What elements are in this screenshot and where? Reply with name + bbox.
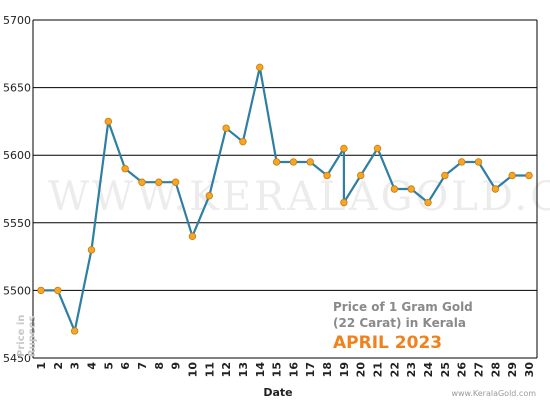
data-point-18 <box>323 171 331 180</box>
x-tick-26: 26 <box>456 362 469 378</box>
data-point-31 <box>525 171 533 180</box>
x-tick-labels: 1 2 3 4 5 6 7 8 9 10 11 12 13 14 15 16 17 18 19 20 21 22 23 24 2… <box>35 362 536 378</box>
y-tick-5550: 5550 <box>3 217 31 230</box>
data-point-20 <box>340 198 348 207</box>
data-point-30 <box>508 171 516 180</box>
data-point-29 <box>491 185 500 193</box>
data-point-5 <box>104 117 113 126</box>
chart-period: APRIL 2023 <box>333 333 442 353</box>
y-tick-labels: 5450 5500 5550 5600 5650 5700 <box>3 14 31 365</box>
data-point-22 <box>373 144 382 153</box>
data-point-11 <box>205 192 213 200</box>
data-point-8 <box>155 178 163 186</box>
data-point-23 <box>390 185 399 193</box>
data-points <box>37 63 533 335</box>
x-axis-label: Date <box>263 386 292 399</box>
y-tick-5450: 5450 <box>3 352 31 365</box>
data-point-14 <box>256 63 264 72</box>
x-tick-19: 19 <box>338 362 351 377</box>
chart-title: Price of 1 Gram Gold <box>333 300 473 314</box>
data-point-10 <box>188 232 197 241</box>
chart-subtitle: (22 Carat) in Kerala <box>333 316 466 330</box>
x-tick-28: 28 <box>489 362 502 377</box>
x-tick-23: 23 <box>405 362 418 377</box>
x-tick-13: 13 <box>237 362 250 377</box>
x-tick-1: 1 <box>35 362 48 370</box>
data-point-13 <box>239 137 247 146</box>
y-axis-label-line-2: Rupees <box>27 315 38 357</box>
data-point-21 <box>357 171 365 180</box>
data-point-6 <box>121 165 129 173</box>
x-tick-27: 27 <box>473 362 486 377</box>
x-tick-21: 21 <box>372 362 385 377</box>
data-point-24 <box>407 185 415 193</box>
gridlines <box>32 19 538 359</box>
data-point-9 <box>171 178 180 186</box>
x-tick-2: 2 <box>52 362 65 370</box>
watermark: WWW.KERALAGOLD.COM <box>48 174 550 220</box>
y-tick-5500: 5500 <box>3 284 31 297</box>
data-point-19 <box>340 144 348 153</box>
y-axis-label: Price in Rupees <box>16 311 38 357</box>
x-tick-16: 16 <box>287 362 300 378</box>
x-tick-17: 17 <box>304 362 317 377</box>
data-point-1 <box>37 286 45 295</box>
data-point-25 <box>424 198 432 207</box>
y-axis-label-line-1: Price in <box>16 315 27 357</box>
data-point-12 <box>222 124 230 132</box>
x-tick-14: 14 <box>254 362 267 378</box>
y-tick-5650: 5650 <box>3 82 31 95</box>
data-point-15 <box>272 158 281 166</box>
credit-text: www.KeralaGold.com <box>451 389 536 398</box>
data-point-28 <box>474 158 483 166</box>
x-tick-4: 4 <box>85 362 98 370</box>
x-tick-20: 20 <box>355 362 368 378</box>
y-tick-5700: 5700 <box>3 14 31 27</box>
x-tick-3: 3 <box>69 362 82 370</box>
x-tick-22: 22 <box>388 362 401 377</box>
x-tick-10: 10 <box>186 362 199 378</box>
x-tick-25: 25 <box>439 362 452 377</box>
x-tick-7: 7 <box>136 362 149 370</box>
x-tick-30: 30 <box>523 362 536 378</box>
x-tick-11: 11 <box>203 362 216 377</box>
data-point-17 <box>306 158 314 166</box>
x-tick-15: 15 <box>271 362 284 377</box>
x-tick-18: 18 <box>321 362 334 377</box>
y-tick-5600: 5600 <box>3 149 31 162</box>
x-tick-6: 6 <box>119 362 132 370</box>
x-tick-29: 29 <box>506 362 519 377</box>
data-point-7 <box>138 178 146 186</box>
data-point-4 <box>87 246 96 254</box>
data-point-2 <box>54 286 62 295</box>
x-tick-12: 12 <box>220 362 233 377</box>
x-tick-5: 5 <box>102 362 115 370</box>
data-point-3 <box>70 327 79 335</box>
x-tick-9: 9 <box>170 362 183 370</box>
x-tick-8: 8 <box>153 362 166 370</box>
x-tick-24: 24 <box>422 362 435 378</box>
data-point-16 <box>289 158 298 166</box>
data-point-27 <box>457 158 466 166</box>
data-point-26 <box>441 171 449 180</box>
